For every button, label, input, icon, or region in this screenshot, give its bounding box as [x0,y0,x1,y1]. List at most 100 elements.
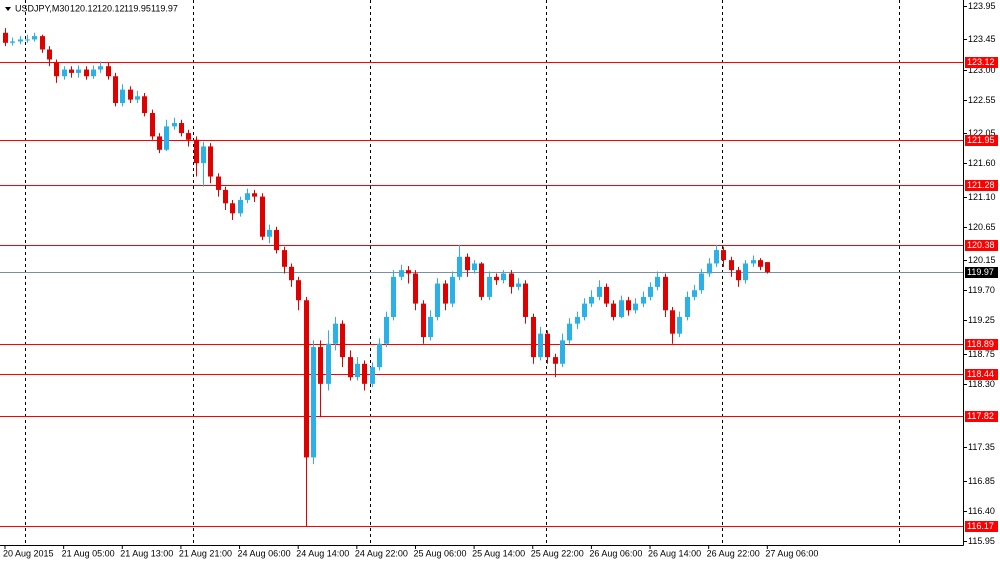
candle-body [721,250,726,261]
candle-body [311,347,316,458]
candle-body [487,276,492,297]
header-close: 119.97 [151,3,178,13]
candle-body [216,176,221,190]
candle-body [648,286,653,297]
candle-body [91,69,96,77]
candle-body [553,357,558,364]
candle-body [238,199,243,214]
x-tick-label: 25 Aug 06:00 [413,548,466,558]
level-label: 118.89 [967,339,994,349]
candle-body [201,146,206,164]
x-tick-label: 21 Aug 21:00 [179,548,232,558]
candle-body [743,263,748,281]
candle-body [597,286,602,297]
candle-body [523,283,528,317]
candle-body [692,290,697,297]
candle-body [76,69,81,73]
menu-arrow[interactable] [5,7,11,11]
level-label-box [965,339,998,350]
candle-body [435,283,440,317]
candle-body [729,260,734,271]
candle-body [135,96,140,100]
candle-body [252,193,257,197]
candle-body [751,260,756,264]
candle-body [304,300,309,458]
candle-body [714,250,719,264]
y-tick-label: 120.65 [968,222,996,232]
candle-body [531,316,536,358]
level-label-box [965,57,998,68]
y-tick-label: 122.05 [968,128,996,138]
candle-body [62,69,67,77]
candle-body [179,123,184,134]
candle-body [157,136,162,150]
x-tick-label: 26 Aug 06:00 [589,548,642,558]
candle-body [567,323,572,341]
candle-body [128,89,133,100]
candle-body [699,273,704,291]
candle-body [472,263,477,271]
candle-body [282,250,287,267]
candle-body [186,133,191,140]
y-tick-label: 115.95 [968,536,995,546]
candle-body [633,303,638,311]
candle-body [267,230,272,237]
level-label: 123.12 [967,57,995,67]
candle-body [626,300,631,311]
candle-body [384,316,389,344]
candle-body [348,357,353,378]
candle-body [501,273,506,281]
level-label-box [965,240,998,251]
candle-body [142,96,147,114]
candle-body [413,273,418,304]
candle-body [560,340,565,364]
candle-body [516,283,521,287]
x-tick-label: 24 Aug 14:00 [296,548,349,558]
level-label: 117.82 [967,411,994,421]
candle-body [340,323,345,358]
candle-body [326,343,331,384]
candle-body [428,316,433,338]
candle-body [399,270,404,277]
candle-body [582,303,587,317]
candle-body [47,49,52,60]
header-low: 119.95 [124,3,151,13]
level-label-box [965,135,998,146]
x-tick-label: 25 Aug 22:00 [531,548,584,558]
level-label-box [965,369,998,380]
x-tick-label: 24 Aug 06:00 [238,548,291,558]
candle-body [164,126,169,150]
candle-body [677,316,682,334]
candle-body [296,280,301,301]
y-tick-label: 120.15 [968,255,996,265]
level-label-box [965,521,998,532]
candle-body [223,189,228,204]
candle-body [421,303,426,338]
current-price-label: 119.97 [967,267,994,277]
candle-body [655,276,660,287]
candle-body [457,256,462,277]
candle-body [465,256,470,271]
symbol: USDJPY,M30 [15,3,69,13]
candle-body [98,66,103,70]
x-tick-label: 20 Aug 2015 [3,548,54,558]
candle-body [32,36,37,40]
current-price-box [965,267,998,278]
level-label: 118.44 [967,369,994,379]
candle-body [150,113,155,137]
candle-body [10,41,15,43]
x-tick-label: 24 Aug 22:00 [355,548,408,558]
candle-body [84,69,89,77]
x-tick-label: 27 Aug 06:00 [765,548,818,558]
candle-body [3,32,8,43]
candles [3,28,770,527]
candle-body [443,283,448,304]
y-tick-label: 123.95 [968,1,996,11]
x-tick-label: 21 Aug 05:00 [62,548,115,558]
x-tick-label: 26 Aug 14:00 [648,548,701,558]
candle-body [611,303,616,317]
y-tick-label: 118.30 [968,379,995,389]
